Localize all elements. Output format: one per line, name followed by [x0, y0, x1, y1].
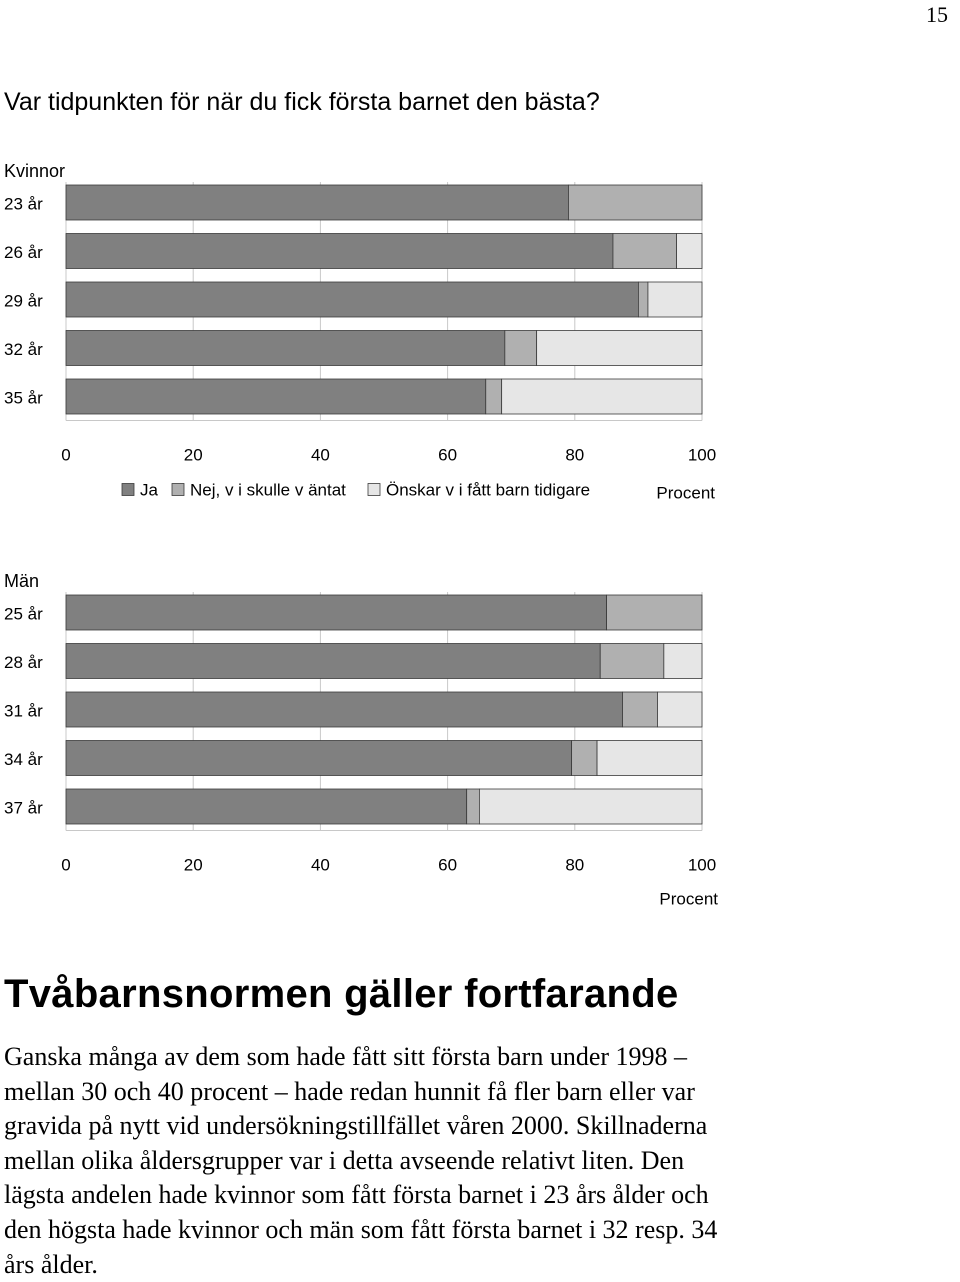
bar-segment [65, 281, 639, 318]
bar-segment [596, 740, 703, 776]
category-label: 29 år [4, 292, 43, 311]
question-title: Var tidpunkten för när du fick första ba… [4, 88, 600, 116]
x-tick-label: 100 [688, 446, 716, 465]
x-axis-title: Procent [656, 484, 715, 503]
bar-segment [612, 233, 677, 269]
bar-segment [65, 788, 468, 825]
x-tick-label: 40 [311, 446, 330, 465]
bar-segment [599, 643, 665, 679]
bar-segment [65, 378, 487, 415]
bar-segment [65, 740, 573, 776]
bar-segment [647, 281, 703, 318]
bar-segment [504, 330, 538, 366]
chart-title: Kvinnor [4, 161, 65, 181]
body-line: mellan 30 och 40 procent – hade redan hu… [4, 1076, 695, 1106]
legend-swatch [121, 483, 135, 496]
x-tick-label: 60 [438, 856, 457, 875]
body-line: gravida på nytt vid undersökningstillfäl… [4, 1111, 708, 1141]
category-label: 31 år [4, 702, 43, 721]
bar-segment [65, 643, 601, 679]
bar-segment [466, 788, 480, 825]
category-label: 34 år [4, 750, 43, 769]
bar-segment [65, 233, 614, 269]
x-tick-label: 80 [565, 856, 584, 875]
legend-swatch [171, 483, 185, 496]
bar-segment [568, 184, 703, 221]
bar-segment [485, 378, 503, 415]
x-tick-label: 40 [311, 856, 330, 875]
category-label: 35 år [4, 389, 43, 408]
x-tick-label: 20 [184, 856, 203, 875]
category-label: 28 år [4, 653, 43, 672]
body-line: års ålder. [4, 1249, 98, 1279]
bar-segment [622, 691, 658, 728]
bar-segment [638, 281, 649, 318]
x-axis-title: Procent [659, 890, 718, 909]
bar-segment [65, 691, 623, 728]
x-tick-label: 20 [184, 446, 203, 465]
category-label: 25 år [4, 605, 43, 624]
bar-segment [65, 330, 506, 366]
body-paragraph: Ganska många av dem som hade fått sitt f… [4, 1040, 954, 1282]
category-label: 26 år [4, 243, 43, 262]
x-tick-label: 60 [438, 446, 457, 465]
body-line: mellan olika åldersgrupper var i detta a… [4, 1145, 685, 1175]
bar-segment [606, 594, 703, 631]
category-label: 23 år [4, 195, 43, 214]
chart-title: Män [4, 571, 39, 591]
category-label: 32 år [4, 340, 43, 359]
chart-men: Män 25 år 28 år 31 år 34 år 37 år 0 20 40 60 80 100… [4, 571, 718, 909]
legend-label: Nej, v i skulle v äntat [190, 481, 346, 500]
x-tick-label: 0 [61, 856, 70, 875]
chart-women: Kvinnor 23 år 26 år 29 år 32 år 35 år 0 20 40 60 8… [4, 161, 716, 503]
x-tick-label: 0 [61, 446, 70, 465]
page-number: 15 [926, 2, 948, 27]
bar-segment [571, 740, 598, 776]
bar-segment [501, 378, 703, 415]
legend-label: Önskar v i fått barn tidigare [386, 481, 590, 500]
bar-segment [676, 233, 703, 269]
section-heading: Tvåbarnsnormen gäller fortfarande [4, 972, 679, 1016]
bar-segment [65, 594, 607, 631]
bar-segment [65, 184, 569, 221]
category-label: 37 år [4, 799, 43, 818]
legend-swatch [367, 483, 381, 496]
bar-segment [536, 330, 703, 366]
x-tick-label: 100 [688, 856, 716, 875]
legend-label: Ja [140, 481, 159, 500]
x-tick-label: 80 [565, 446, 584, 465]
body-line: Ganska många av dem som hade fått sitt f… [4, 1042, 688, 1071]
body-line: lägsta andelen hade kvinnor som fått för… [4, 1180, 709, 1210]
bar-segment [478, 788, 703, 825]
bar-segment [663, 643, 703, 679]
body-line: den högsta hade kvinnor och män som fått… [4, 1214, 718, 1244]
bar-segment [657, 691, 703, 728]
